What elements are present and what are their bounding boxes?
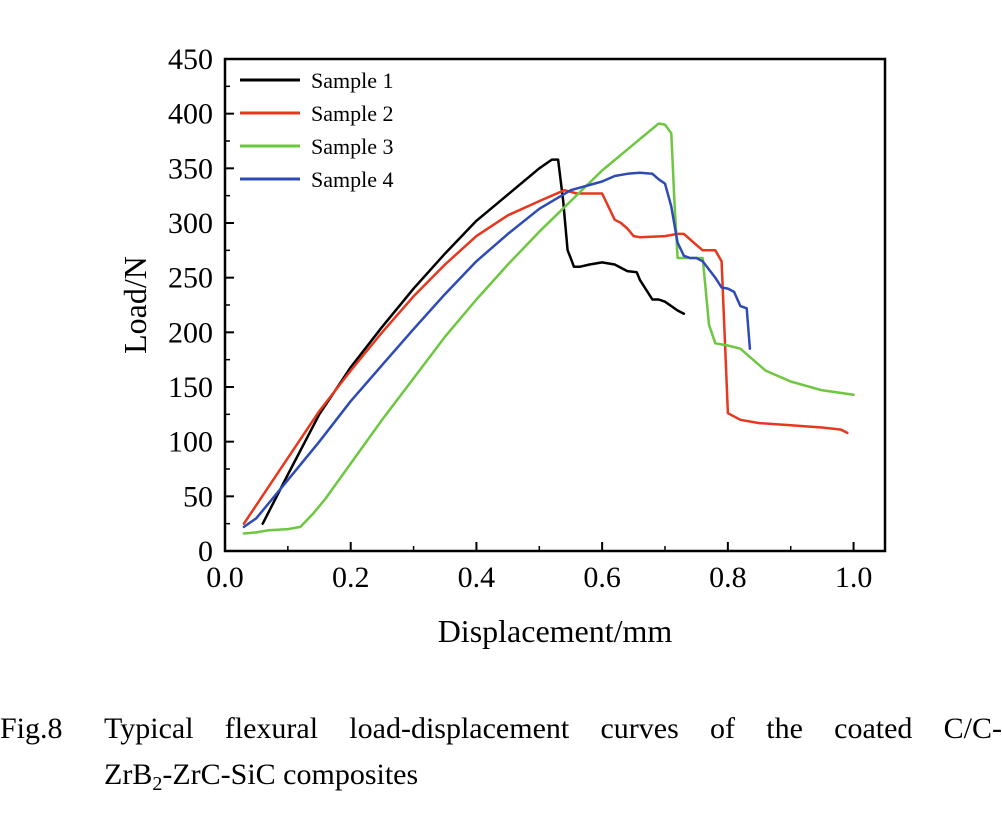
y-tick-label: 350: [168, 152, 213, 185]
figure-caption: Fig.8 Typical flexural load-displacement…: [0, 706, 1002, 798]
plot-frame: [223, 57, 887, 553]
tick-layer: 0.0 0.2 0.4 0.6 0.8 1.0 0 50 100 150 200 250 300 350 4…: [168, 43, 872, 594]
y-tick-label: 50: [183, 480, 213, 513]
caption-line-1: Typical flexural load-displacement curve…: [104, 712, 1002, 745]
x-tick-label: 0.6: [583, 561, 621, 594]
x-tick-label: 0.2: [332, 561, 370, 594]
y-tick-label: 100: [168, 426, 213, 459]
x-tick-label: 0.0: [206, 561, 244, 594]
series-line-sample-4: [242, 171, 752, 529]
y-axis-title: Load/N: [117, 256, 153, 354]
y-tick-label: 300: [168, 207, 213, 240]
caption-line-2: ZrB2-ZrC-SiC composites: [0, 752, 1002, 798]
chart: 0.0 0.2 0.4 0.6 0.8 1.0 0 50 100 150 200 250 300 350 4…: [117, 43, 887, 649]
x-tick-label: 0.8: [709, 561, 747, 594]
y-tick-label: 200: [168, 316, 213, 349]
figure-number: Fig.8: [0, 712, 63, 745]
legend-label-sample-2: Sample 2: [311, 101, 394, 126]
y-tick-label: 400: [168, 98, 213, 131]
legend: Sample 1 Sample 2 Sample 3 Sample 4: [240, 68, 394, 192]
legend-label-sample-4: Sample 4: [311, 167, 394, 192]
caption-line-2-pre: ZrB: [104, 758, 153, 791]
series-layer: [242, 122, 855, 535]
y-tick-label: 450: [168, 43, 213, 76]
y-tick-label: 150: [168, 371, 213, 404]
caption-line-2-post: -ZrC-SiC composites: [162, 758, 419, 791]
y-tick-label: 0: [198, 535, 213, 568]
legend-label-sample-1: Sample 1: [311, 68, 394, 93]
caption-subscript: 2: [152, 773, 163, 795]
y-tick-label: 250: [168, 262, 213, 295]
series-line-sample-2: [242, 188, 849, 525]
series-line-sample-1: [261, 158, 686, 525]
x-axis-title: Displacement/mm: [438, 613, 673, 649]
x-tick-label: 1.0: [835, 561, 873, 594]
chart-svg: 0.0 0.2 0.4 0.6 0.8 1.0 0 50 100 150 200 250 300 350 4…: [117, 43, 887, 649]
series-line-sample-3: [242, 122, 855, 535]
x-tick-label: 0.4: [458, 561, 496, 594]
legend-label-sample-3: Sample 3: [311, 134, 394, 159]
